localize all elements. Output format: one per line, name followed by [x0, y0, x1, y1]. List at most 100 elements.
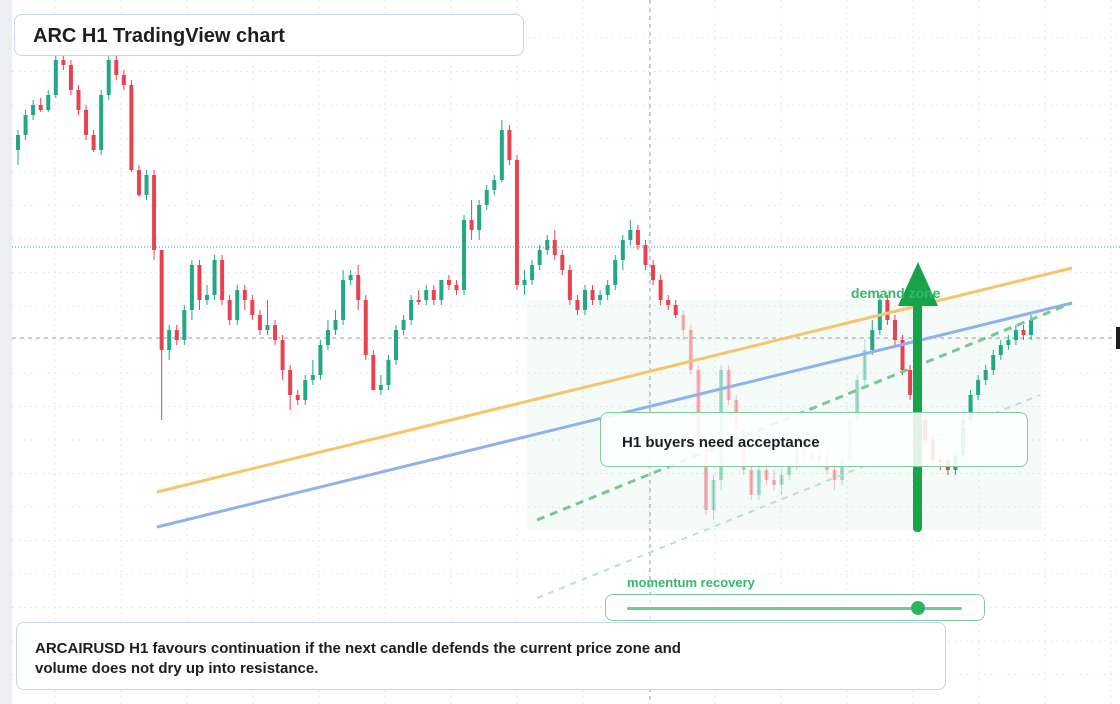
candle-body [84, 110, 89, 135]
candle-body [832, 470, 837, 480]
candle-body [68, 65, 73, 90]
candle-body [356, 275, 361, 300]
candle-body [635, 230, 640, 245]
candle-body [696, 370, 701, 440]
candle-body [16, 135, 20, 150]
candle-body [303, 380, 308, 400]
candle-body [711, 480, 716, 510]
candle-body [401, 320, 406, 330]
candle-body [998, 345, 1003, 355]
acceptance-note-text: H1 buyers need acceptance [622, 434, 820, 451]
price-marker [1116, 327, 1120, 349]
candle-body [205, 295, 209, 300]
candle-body [454, 285, 459, 290]
candle-body [703, 440, 708, 510]
candle-body [908, 370, 913, 395]
candle-body [620, 240, 625, 260]
candle-body [530, 265, 535, 280]
candle-body [514, 160, 519, 285]
candle-body [257, 315, 262, 330]
candle-body [666, 300, 671, 305]
candle-body [507, 130, 512, 160]
candle-body [189, 265, 194, 310]
candle-body [968, 395, 973, 420]
candle-body [325, 330, 330, 345]
candle-body [197, 265, 202, 300]
candle-body [114, 60, 119, 75]
momentum-handle [911, 601, 926, 615]
candle-body [492, 180, 497, 190]
candle-body [484, 190, 489, 205]
candle-body [688, 330, 693, 370]
candle-body [288, 370, 293, 395]
candle-body [681, 315, 686, 330]
acceptance-note: H1 buyers need acceptance [600, 412, 1028, 467]
candle-body [862, 350, 867, 380]
candle-body [318, 345, 323, 375]
candle-body [129, 85, 134, 170]
candle-body [537, 250, 542, 265]
candle-body [431, 290, 436, 300]
momentum-gauge [605, 594, 985, 621]
candle-body [53, 60, 58, 95]
candle-body [341, 280, 346, 320]
candle-body [220, 260, 225, 300]
candle-body [416, 300, 421, 302]
candle-body [333, 320, 338, 330]
candle-body [764, 470, 769, 480]
candle-body [991, 355, 996, 370]
candle-body [144, 175, 149, 195]
chart-title-box: ARC H1 TradingView chart [14, 14, 524, 56]
candle-body [91, 135, 96, 150]
candle-body [242, 290, 247, 300]
candle-body [38, 105, 43, 110]
candle-body [235, 290, 240, 320]
candle-body [575, 300, 580, 310]
candle-body [121, 75, 126, 85]
candle-body [613, 260, 618, 285]
candle-body [136, 170, 141, 195]
candle-body [870, 330, 875, 350]
candle-body [61, 60, 66, 65]
candle-body [552, 240, 557, 255]
candle-body [567, 270, 572, 300]
candle-body [643, 245, 648, 265]
candle-body [265, 325, 270, 330]
candle-body [394, 330, 398, 360]
candle-body [363, 300, 368, 355]
candle-body [885, 300, 890, 320]
candle-body [446, 280, 451, 285]
candle-body [651, 265, 656, 280]
momentum-track [627, 607, 962, 610]
candle-body [106, 60, 111, 95]
candle-body [673, 305, 678, 315]
candle-body [439, 280, 444, 300]
candle-body [23, 115, 28, 135]
candle-body [779, 475, 784, 485]
candle-body [983, 370, 988, 380]
candle-body [167, 330, 172, 350]
chart-title: ARC H1 TradingView chart [33, 25, 285, 47]
candle-body [976, 380, 981, 395]
candle-body [892, 320, 897, 340]
candle-body [522, 280, 527, 285]
candle-body [787, 465, 792, 475]
candle-body [469, 220, 474, 230]
candle-body [159, 250, 164, 350]
candle-body [371, 355, 376, 390]
arrow-head [898, 262, 938, 306]
candle-body [348, 275, 353, 280]
candle-body [295, 395, 300, 400]
demand-zone-label: demand zone [851, 285, 941, 301]
candle-body [409, 300, 414, 320]
candle-body [583, 290, 587, 310]
candle-body [462, 220, 467, 290]
candle-body [1006, 340, 1011, 345]
candle-body [99, 95, 104, 150]
candle-body [273, 325, 278, 340]
candle-body [1029, 320, 1034, 335]
candle-body [31, 105, 36, 115]
candle-body [386, 360, 391, 385]
candle-body [605, 285, 610, 295]
candle-body [590, 290, 595, 300]
